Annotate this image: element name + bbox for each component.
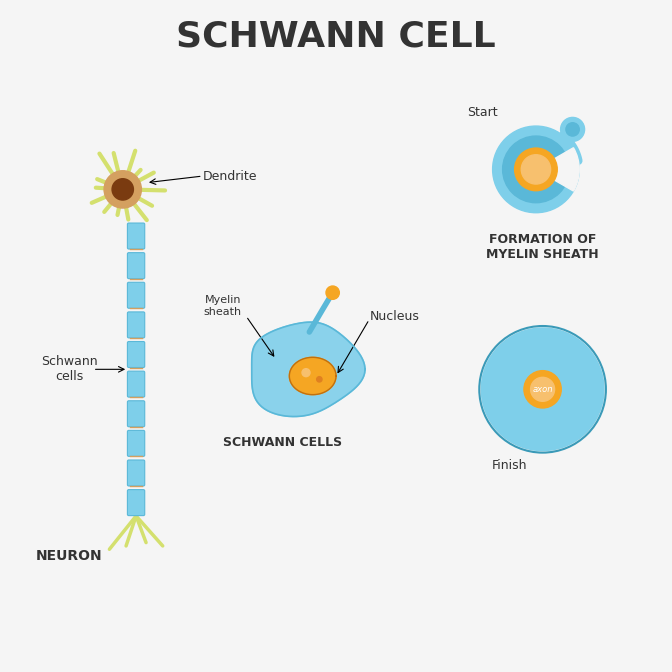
Circle shape bbox=[521, 155, 550, 184]
Circle shape bbox=[528, 375, 557, 404]
FancyBboxPatch shape bbox=[128, 223, 144, 249]
Text: NEURON: NEURON bbox=[36, 549, 103, 563]
Circle shape bbox=[501, 348, 584, 431]
Circle shape bbox=[481, 328, 604, 451]
Polygon shape bbox=[252, 322, 365, 417]
FancyBboxPatch shape bbox=[128, 490, 144, 515]
Circle shape bbox=[560, 118, 585, 141]
Circle shape bbox=[515, 362, 571, 417]
Circle shape bbox=[508, 355, 577, 424]
Text: SCHWANN CELL: SCHWANN CELL bbox=[176, 19, 496, 53]
Text: Nucleus: Nucleus bbox=[370, 310, 419, 323]
FancyBboxPatch shape bbox=[128, 430, 144, 456]
Wedge shape bbox=[536, 148, 579, 191]
Circle shape bbox=[104, 171, 141, 208]
Circle shape bbox=[493, 126, 579, 213]
Text: Dendrite: Dendrite bbox=[203, 169, 257, 183]
Circle shape bbox=[495, 341, 591, 437]
Text: FORMATION OF
MYELIN SHEATH: FORMATION OF MYELIN SHEATH bbox=[487, 233, 599, 261]
Text: Myelin
sheath: Myelin sheath bbox=[204, 295, 242, 317]
FancyBboxPatch shape bbox=[128, 282, 144, 308]
FancyBboxPatch shape bbox=[128, 253, 144, 279]
FancyBboxPatch shape bbox=[128, 460, 144, 486]
Circle shape bbox=[521, 368, 564, 411]
Circle shape bbox=[302, 369, 310, 376]
Text: Finish: Finish bbox=[491, 459, 527, 472]
Circle shape bbox=[317, 376, 322, 382]
Circle shape bbox=[566, 123, 579, 136]
Circle shape bbox=[488, 335, 597, 444]
Text: Start: Start bbox=[467, 106, 498, 120]
Polygon shape bbox=[290, 358, 336, 394]
FancyBboxPatch shape bbox=[128, 371, 144, 397]
FancyBboxPatch shape bbox=[128, 401, 144, 427]
Circle shape bbox=[531, 377, 554, 401]
Text: SCHWANN CELLS: SCHWANN CELLS bbox=[223, 436, 342, 449]
Text: axon: axon bbox=[532, 385, 553, 394]
Text: Schwann
cells: Schwann cells bbox=[41, 355, 97, 383]
Circle shape bbox=[524, 371, 561, 408]
Circle shape bbox=[112, 179, 134, 200]
FancyBboxPatch shape bbox=[128, 312, 144, 338]
Circle shape bbox=[326, 286, 339, 299]
FancyBboxPatch shape bbox=[128, 341, 144, 368]
Circle shape bbox=[503, 136, 569, 203]
Circle shape bbox=[515, 148, 557, 191]
